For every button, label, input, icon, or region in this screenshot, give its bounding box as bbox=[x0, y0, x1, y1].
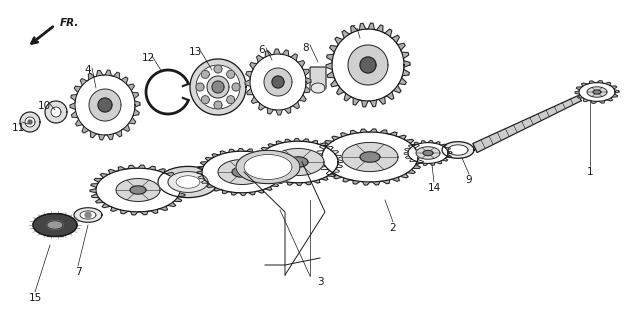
Polygon shape bbox=[158, 166, 218, 197]
Text: FR.: FR. bbox=[60, 18, 79, 28]
Polygon shape bbox=[20, 112, 40, 132]
Polygon shape bbox=[250, 54, 306, 110]
Polygon shape bbox=[423, 150, 433, 156]
Polygon shape bbox=[258, 141, 338, 183]
Polygon shape bbox=[218, 160, 266, 184]
Polygon shape bbox=[202, 96, 209, 104]
Text: 3: 3 bbox=[317, 277, 323, 287]
Polygon shape bbox=[75, 75, 135, 135]
Polygon shape bbox=[196, 65, 240, 109]
Polygon shape bbox=[70, 70, 140, 140]
Polygon shape bbox=[232, 167, 252, 177]
Polygon shape bbox=[587, 87, 607, 97]
Polygon shape bbox=[416, 147, 440, 159]
Polygon shape bbox=[96, 168, 180, 212]
Polygon shape bbox=[214, 101, 222, 109]
Polygon shape bbox=[404, 140, 452, 165]
Polygon shape bbox=[332, 29, 404, 101]
Text: 4: 4 bbox=[85, 65, 91, 75]
Polygon shape bbox=[212, 81, 224, 93]
Polygon shape bbox=[311, 83, 325, 93]
Polygon shape bbox=[202, 70, 209, 78]
Polygon shape bbox=[264, 68, 292, 96]
Polygon shape bbox=[47, 221, 63, 229]
Polygon shape bbox=[227, 96, 235, 104]
Polygon shape bbox=[245, 49, 311, 115]
Polygon shape bbox=[316, 129, 424, 185]
Polygon shape bbox=[190, 59, 246, 115]
Polygon shape bbox=[98, 98, 112, 112]
Polygon shape bbox=[272, 76, 284, 88]
Polygon shape bbox=[322, 132, 418, 182]
Text: 9: 9 bbox=[466, 175, 472, 185]
Polygon shape bbox=[322, 132, 418, 182]
Polygon shape bbox=[75, 75, 135, 135]
Circle shape bbox=[85, 212, 91, 218]
Polygon shape bbox=[96, 168, 180, 212]
Polygon shape bbox=[473, 95, 582, 153]
Polygon shape bbox=[360, 152, 380, 162]
Polygon shape bbox=[89, 89, 121, 121]
Polygon shape bbox=[258, 141, 338, 183]
Polygon shape bbox=[25, 117, 35, 127]
Text: 13: 13 bbox=[188, 47, 202, 57]
Polygon shape bbox=[332, 29, 404, 101]
Polygon shape bbox=[116, 179, 160, 201]
FancyBboxPatch shape bbox=[310, 67, 326, 89]
Polygon shape bbox=[168, 172, 208, 192]
Polygon shape bbox=[342, 142, 398, 172]
Text: 10: 10 bbox=[38, 101, 51, 111]
Polygon shape bbox=[232, 83, 240, 91]
Polygon shape bbox=[348, 45, 388, 85]
Polygon shape bbox=[442, 142, 474, 158]
Text: 2: 2 bbox=[390, 223, 396, 233]
Circle shape bbox=[28, 120, 32, 124]
Polygon shape bbox=[202, 151, 282, 193]
Polygon shape bbox=[408, 143, 448, 164]
Text: 15: 15 bbox=[28, 293, 41, 303]
Polygon shape bbox=[51, 107, 61, 117]
Text: 14: 14 bbox=[428, 183, 441, 193]
Polygon shape bbox=[45, 101, 67, 123]
Polygon shape bbox=[207, 76, 229, 98]
Polygon shape bbox=[33, 213, 77, 236]
Polygon shape bbox=[80, 211, 96, 219]
Polygon shape bbox=[579, 83, 615, 101]
Polygon shape bbox=[227, 70, 235, 78]
Polygon shape bbox=[272, 148, 324, 175]
Polygon shape bbox=[244, 155, 292, 180]
Polygon shape bbox=[288, 157, 308, 167]
Polygon shape bbox=[360, 57, 376, 73]
Polygon shape bbox=[90, 165, 186, 215]
Polygon shape bbox=[214, 65, 222, 73]
Text: 12: 12 bbox=[141, 53, 154, 63]
Polygon shape bbox=[197, 148, 287, 196]
Text: 7: 7 bbox=[75, 267, 81, 277]
Polygon shape bbox=[575, 81, 619, 103]
Polygon shape bbox=[202, 151, 282, 193]
Polygon shape bbox=[579, 83, 615, 101]
Polygon shape bbox=[47, 213, 63, 236]
Polygon shape bbox=[168, 172, 208, 192]
Text: 6: 6 bbox=[259, 45, 265, 55]
Text: 8: 8 bbox=[303, 43, 310, 53]
Text: 5: 5 bbox=[350, 25, 356, 35]
Polygon shape bbox=[593, 90, 601, 94]
Polygon shape bbox=[326, 23, 410, 107]
Text: 11: 11 bbox=[11, 123, 24, 133]
Polygon shape bbox=[74, 208, 102, 222]
Polygon shape bbox=[448, 145, 468, 155]
Polygon shape bbox=[253, 139, 343, 185]
Polygon shape bbox=[130, 186, 146, 194]
Polygon shape bbox=[408, 143, 448, 164]
Polygon shape bbox=[196, 83, 204, 91]
Polygon shape bbox=[236, 150, 300, 184]
Polygon shape bbox=[250, 54, 306, 110]
Text: 1: 1 bbox=[587, 167, 593, 177]
Polygon shape bbox=[176, 176, 200, 188]
